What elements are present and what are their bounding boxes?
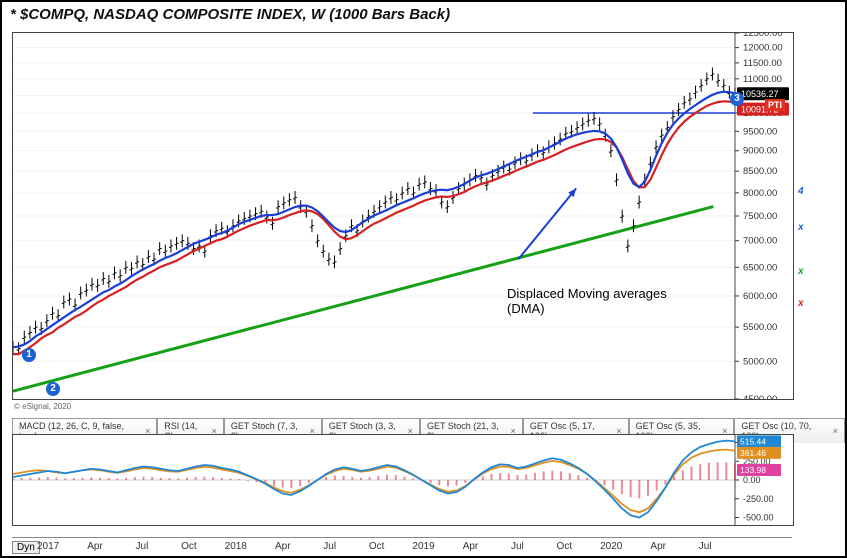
copyright: © eSignal, 2020	[14, 402, 71, 411]
elliott-marker: x	[798, 298, 804, 309]
svg-text:8500.00: 8500.00	[743, 166, 777, 177]
oscillator-chart[interactable]: -500.00-250.000.00250.00500.00515.44361.…	[12, 434, 794, 526]
svg-text:6000.00: 6000.00	[743, 291, 777, 302]
time-tick: Oct	[181, 541, 197, 552]
svg-text:-250.00: -250.00	[743, 494, 774, 504]
time-tick: Jul	[136, 541, 149, 552]
svg-text:4500.00: 4500.00	[743, 394, 777, 399]
svg-text:5000.00: 5000.00	[743, 356, 777, 367]
time-tick: Jul	[699, 541, 712, 552]
time-tick: 2018	[225, 541, 247, 552]
svg-text:8000.00: 8000.00	[743, 188, 777, 199]
pti-label: PTI	[765, 99, 785, 111]
svg-text:5500.00: 5500.00	[743, 322, 777, 333]
time-tick: 2017	[37, 541, 59, 552]
main-price-chart[interactable]: 4500.00 5000.00 5500.00 6000.00 6500.00 7000.…	[12, 32, 794, 400]
elliott-marker: x	[798, 266, 804, 277]
svg-text:7500.00: 7500.00	[743, 211, 777, 222]
time-tick: 2019	[412, 541, 434, 552]
svg-text:0.00: 0.00	[743, 475, 761, 485]
elliott-marker: x	[798, 222, 804, 233]
svg-text:11000.00: 11000.00	[743, 74, 782, 85]
svg-text:12000.00: 12000.00	[743, 43, 783, 54]
chart-window: * $COMPQ, NASDAQ COMPOSITE INDEX, W (100…	[0, 0, 847, 558]
time-axis: 2017 Apr Jul Oct 2018 Apr Jul Oct 2019 Apr Jul Oct 2…	[12, 537, 792, 554]
svg-text:12500.00: 12500.00	[743, 33, 783, 39]
time-tick: Oct	[369, 541, 385, 552]
dma-annotation: Displaced Moving averages (DMA)	[507, 286, 667, 316]
elliott-marker: 4	[798, 186, 804, 197]
close-icon[interactable]: ×	[833, 426, 838, 436]
elliott-wave-2: 2	[46, 382, 60, 396]
time-tick: 2020	[600, 541, 622, 552]
elliott-wave-3: 3	[730, 92, 744, 106]
time-tick: Jul	[511, 541, 524, 552]
time-tick: Apr	[275, 541, 291, 552]
elliott-wave-1: 1	[22, 348, 36, 362]
time-tick: Jul	[323, 541, 336, 552]
svg-text:9000.00: 9000.00	[743, 146, 777, 157]
svg-text:515.44: 515.44	[740, 436, 766, 446]
time-tick: Apr	[650, 541, 666, 552]
svg-text:11500.00: 11500.00	[743, 58, 782, 69]
svg-text:361.46: 361.46	[740, 448, 766, 458]
svg-text:6500.00: 6500.00	[743, 262, 777, 273]
time-tick: Oct	[557, 541, 573, 552]
svg-text:7000.00: 7000.00	[743, 236, 777, 247]
svg-text:9500.00: 9500.00	[743, 126, 777, 137]
symbol-header: * $COMPQ, NASDAQ COMPOSITE INDEX, W (100…	[10, 6, 450, 23]
svg-text:10536.27: 10536.27	[741, 89, 779, 99]
svg-text:-500.00: -500.00	[743, 513, 774, 523]
time-tick: Apr	[87, 541, 103, 552]
svg-text:133.98: 133.98	[740, 465, 766, 475]
time-tick: Apr	[463, 541, 479, 552]
